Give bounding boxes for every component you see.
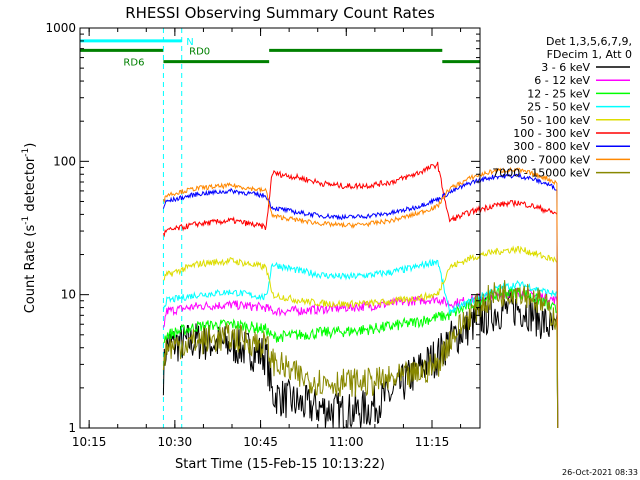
legend-label-1: 6 - 12 keV: [534, 74, 590, 87]
flag-label-rd6: RD6: [123, 58, 144, 69]
x-tick-label-4: 11:15: [415, 435, 450, 449]
chart-title: RHESSI Observing Summary Count Rates: [125, 4, 435, 22]
legend-label-8: 7000 - 15000 keV: [492, 167, 590, 180]
x-tick-label-3: 11:00: [329, 435, 364, 449]
legend-label-6: 300 - 800 keV: [513, 140, 590, 153]
legend: Det 1,3,5,6,7,9, FDecim 1, Att 0 3 - 6 k…: [492, 35, 632, 180]
axes: 10:15 10:30 10:45 11:00 11:15 1 10 100 1000: [45, 21, 480, 449]
legend-label-7: 800 - 7000 keV: [506, 153, 590, 166]
flag-label-rd0: RD0: [189, 46, 210, 57]
legend-label-4: 50 - 100 keV: [520, 114, 590, 127]
flag-label-n: N: [186, 37, 193, 48]
legend-label-2: 12 - 25 keV: [527, 87, 590, 100]
plot-frame: [79, 27, 481, 429]
y-tick-label-0: 1: [68, 421, 76, 435]
series-line-4: [163, 245, 559, 429]
series-line-5: [162, 161, 559, 429]
y-tick-label-1: 10: [61, 288, 76, 302]
legend-header-line-1: Det 1,3,5,6,7,9,: [546, 35, 632, 48]
x-tick-label-2: 10:45: [243, 435, 278, 449]
series-line-6: [162, 172, 559, 429]
legend-header-line-2: FDecim 1, Att 0: [547, 48, 632, 61]
legend-label-3: 25 - 50 keV: [527, 101, 590, 114]
x-axis-label: Start Time (15-Feb-15 10:13:22): [175, 457, 385, 472]
series-line-8: [162, 280, 559, 429]
y-tick-label-2: 100: [53, 154, 76, 168]
series-line-7: [162, 166, 559, 429]
y-tick-label-3: 1000: [45, 21, 76, 35]
x-tick-label-0: 10:15: [72, 435, 107, 449]
x-tick-label-1: 10:30: [158, 435, 193, 449]
y-axis-label: Count Rate (s-1 detector-1): [21, 143, 38, 314]
legend-label-0: 3 - 6 keV: [541, 61, 590, 74]
footer-date: 26-Oct-2021 08:33: [562, 468, 638, 477]
legend-label-5: 100 - 300 keV: [513, 127, 590, 140]
